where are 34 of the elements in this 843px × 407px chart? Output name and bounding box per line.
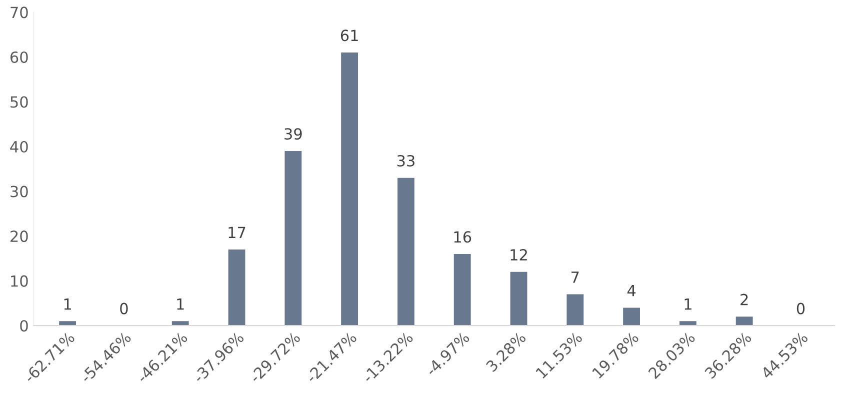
- bar: [172, 321, 189, 326]
- data-label: 0: [796, 302, 805, 314]
- data-label: 0: [120, 302, 128, 314]
- data-label: 4: [627, 285, 636, 296]
- data-label: 12: [510, 249, 527, 260]
- y-tick-label: 20: [10, 230, 28, 242]
- bar: [454, 254, 471, 326]
- y-tick-label: 50: [10, 96, 28, 108]
- bar: [59, 321, 76, 326]
- data-label: 7: [572, 272, 579, 283]
- data-label: 39: [284, 128, 302, 140]
- data-label: 16: [454, 231, 472, 243]
- data-label: 1: [684, 298, 692, 310]
- data-label: 33: [397, 155, 414, 167]
- y-tick-label: 70: [10, 6, 28, 18]
- y-tick-label: 0: [20, 320, 28, 332]
- data-label: 61: [340, 30, 358, 42]
- y-tick-label: 40: [10, 140, 28, 153]
- bar: [341, 52, 358, 326]
- data-label: 2: [740, 294, 748, 306]
- data-label: 1: [177, 298, 184, 310]
- bar: [623, 308, 640, 326]
- y-tick-label: 30: [10, 186, 28, 198]
- bar: [397, 178, 414, 326]
- bar: [284, 150, 302, 326]
- bar: [736, 316, 753, 326]
- y-tick-label: 60: [10, 51, 28, 63]
- bar: [228, 249, 246, 326]
- data-label: 17: [228, 226, 246, 238]
- y-tick-label: 10: [11, 275, 28, 287]
- bar: [679, 321, 696, 326]
- data-label: 1: [64, 298, 72, 310]
- bar: [566, 294, 584, 326]
- bar: [510, 272, 528, 326]
